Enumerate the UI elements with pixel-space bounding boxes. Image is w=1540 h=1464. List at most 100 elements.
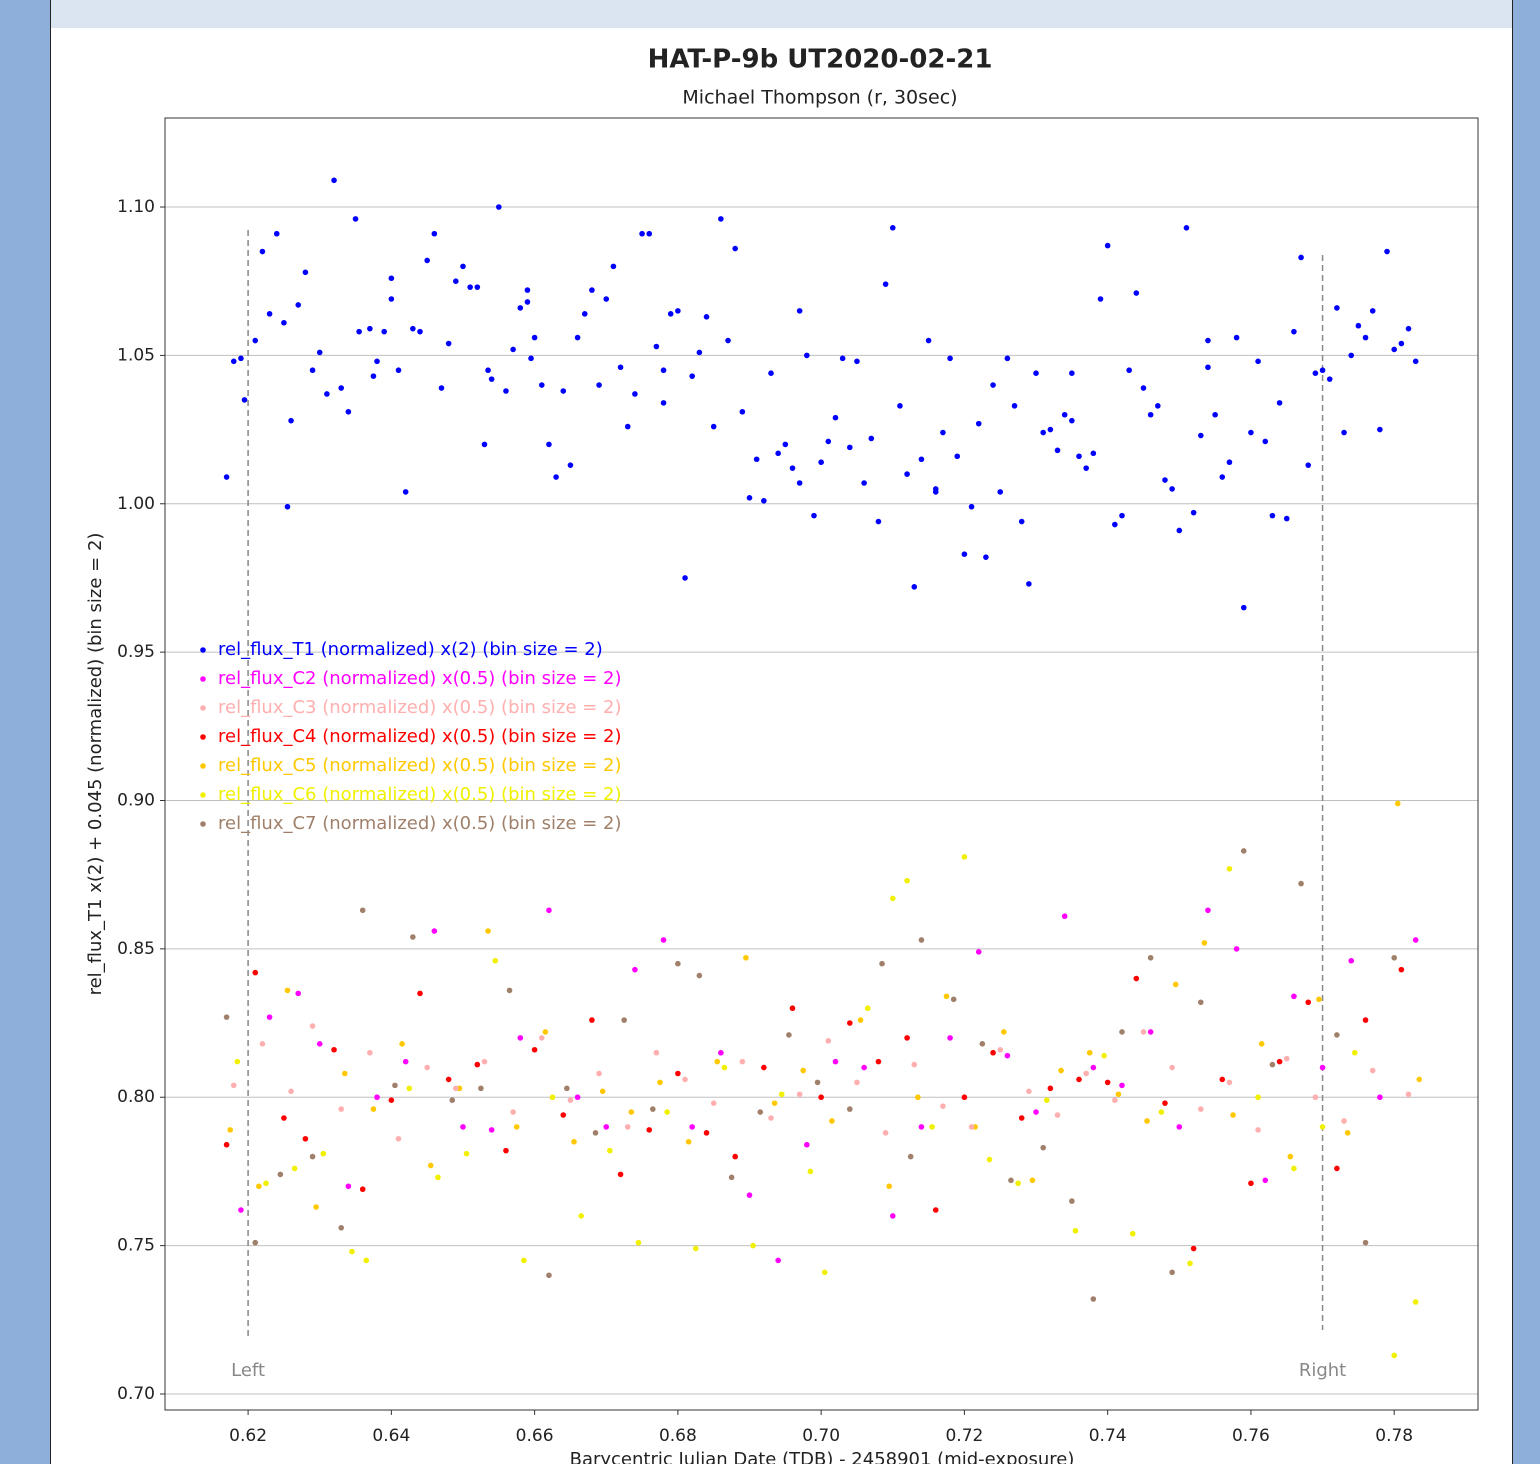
data-point: [932, 486, 939, 492]
data-point: [1104, 1079, 1111, 1086]
data-point: [868, 435, 875, 442]
data-point: [324, 391, 330, 397]
data-point: [825, 438, 832, 445]
data-point: [1255, 358, 1261, 365]
data-point: [596, 382, 602, 388]
data-point: [746, 1192, 753, 1198]
data-point: [986, 1156, 993, 1163]
data-point: [388, 296, 395, 302]
data-point: [510, 346, 516, 353]
data-point: [485, 928, 491, 934]
data-point: [882, 1130, 889, 1136]
data-point: [778, 1091, 785, 1098]
data-point: [610, 263, 617, 270]
y-tick-label: 0.75: [117, 1236, 155, 1256]
data-point: [524, 299, 531, 305]
data-point: [1090, 1064, 1097, 1071]
data-point: [789, 465, 796, 471]
data-point: [238, 1207, 244, 1213]
data-point: [517, 305, 524, 311]
data-point: [660, 937, 667, 943]
chart-subtitle: Michael Thompson (r, 30sec): [682, 87, 957, 109]
legend-marker: [200, 763, 206, 769]
x-tick-label: 0.70: [802, 1426, 840, 1446]
data-point: [331, 177, 337, 184]
data-point: [1008, 1177, 1014, 1184]
data-point: [538, 1035, 545, 1041]
data-point: [1398, 966, 1405, 973]
data-point: [825, 1038, 832, 1044]
data-point: [839, 355, 846, 362]
data-point: [653, 1049, 660, 1056]
data-point: [467, 284, 473, 290]
data-point: [1115, 1091, 1122, 1098]
data-point: [947, 355, 953, 362]
data-point: [424, 257, 430, 264]
data-point: [624, 423, 631, 430]
data-point: [1205, 907, 1211, 914]
data-point: [660, 367, 667, 374]
x-tick-label: 0.66: [516, 1426, 554, 1446]
right-frame: [1513, 0, 1540, 1464]
y-tick-label: 1.10: [117, 197, 155, 217]
data-point: [1369, 308, 1376, 314]
data-point: [510, 1109, 516, 1115]
data-point: [392, 1082, 398, 1089]
data-point: [1054, 1112, 1061, 1118]
data-point: [628, 1109, 635, 1115]
data-point: [1283, 1055, 1290, 1062]
data-point: [739, 408, 746, 415]
data-point: [757, 1109, 764, 1115]
data-point: [1140, 385, 1147, 391]
data-point: [1362, 1239, 1369, 1246]
data-point: [775, 450, 781, 457]
data-point: [445, 340, 452, 347]
data-point: [266, 1014, 273, 1020]
data-point: [356, 328, 362, 335]
data-point: [1312, 1094, 1319, 1101]
data-point: [682, 1076, 688, 1083]
data-point: [1291, 1165, 1297, 1172]
data-point: [1069, 370, 1075, 376]
data-point: [761, 497, 767, 504]
data-point: [861, 1064, 867, 1071]
data-point: [424, 1064, 430, 1071]
data-point: [889, 895, 896, 902]
data-point: [1155, 403, 1161, 409]
data-point: [1140, 1029, 1147, 1035]
data-point: [1362, 1017, 1369, 1023]
data-point: [1197, 999, 1204, 1006]
data-point: [1344, 1130, 1351, 1136]
data-point: [560, 388, 567, 394]
data-point: [1190, 1245, 1197, 1252]
data-point: [1047, 1085, 1054, 1092]
y-tick-label: 0.95: [117, 642, 155, 662]
data-point: [911, 584, 918, 590]
data-point: [506, 987, 513, 994]
data-point: [997, 489, 1004, 495]
data-point: [1033, 370, 1039, 376]
data-point: [528, 355, 534, 362]
data-point: [879, 960, 885, 967]
data-point: [1147, 954, 1154, 961]
data-point: [1205, 337, 1211, 344]
data-point: [846, 1106, 853, 1112]
data-point: [1405, 325, 1412, 332]
data-point: [1348, 957, 1355, 964]
data-point: [617, 1171, 624, 1178]
data-point: [771, 1100, 778, 1106]
data-point: [599, 1088, 606, 1095]
data-point: [474, 284, 481, 290]
data-point: [1298, 880, 1304, 887]
data-point: [1226, 865, 1233, 872]
data-point: [1061, 913, 1068, 920]
data-point: [1040, 429, 1046, 436]
data-point: [775, 1257, 781, 1264]
data-point: [402, 489, 409, 495]
data-point: [882, 281, 889, 287]
data-point: [653, 343, 660, 350]
data-point: [1412, 1299, 1419, 1305]
data-point: [650, 1106, 656, 1112]
